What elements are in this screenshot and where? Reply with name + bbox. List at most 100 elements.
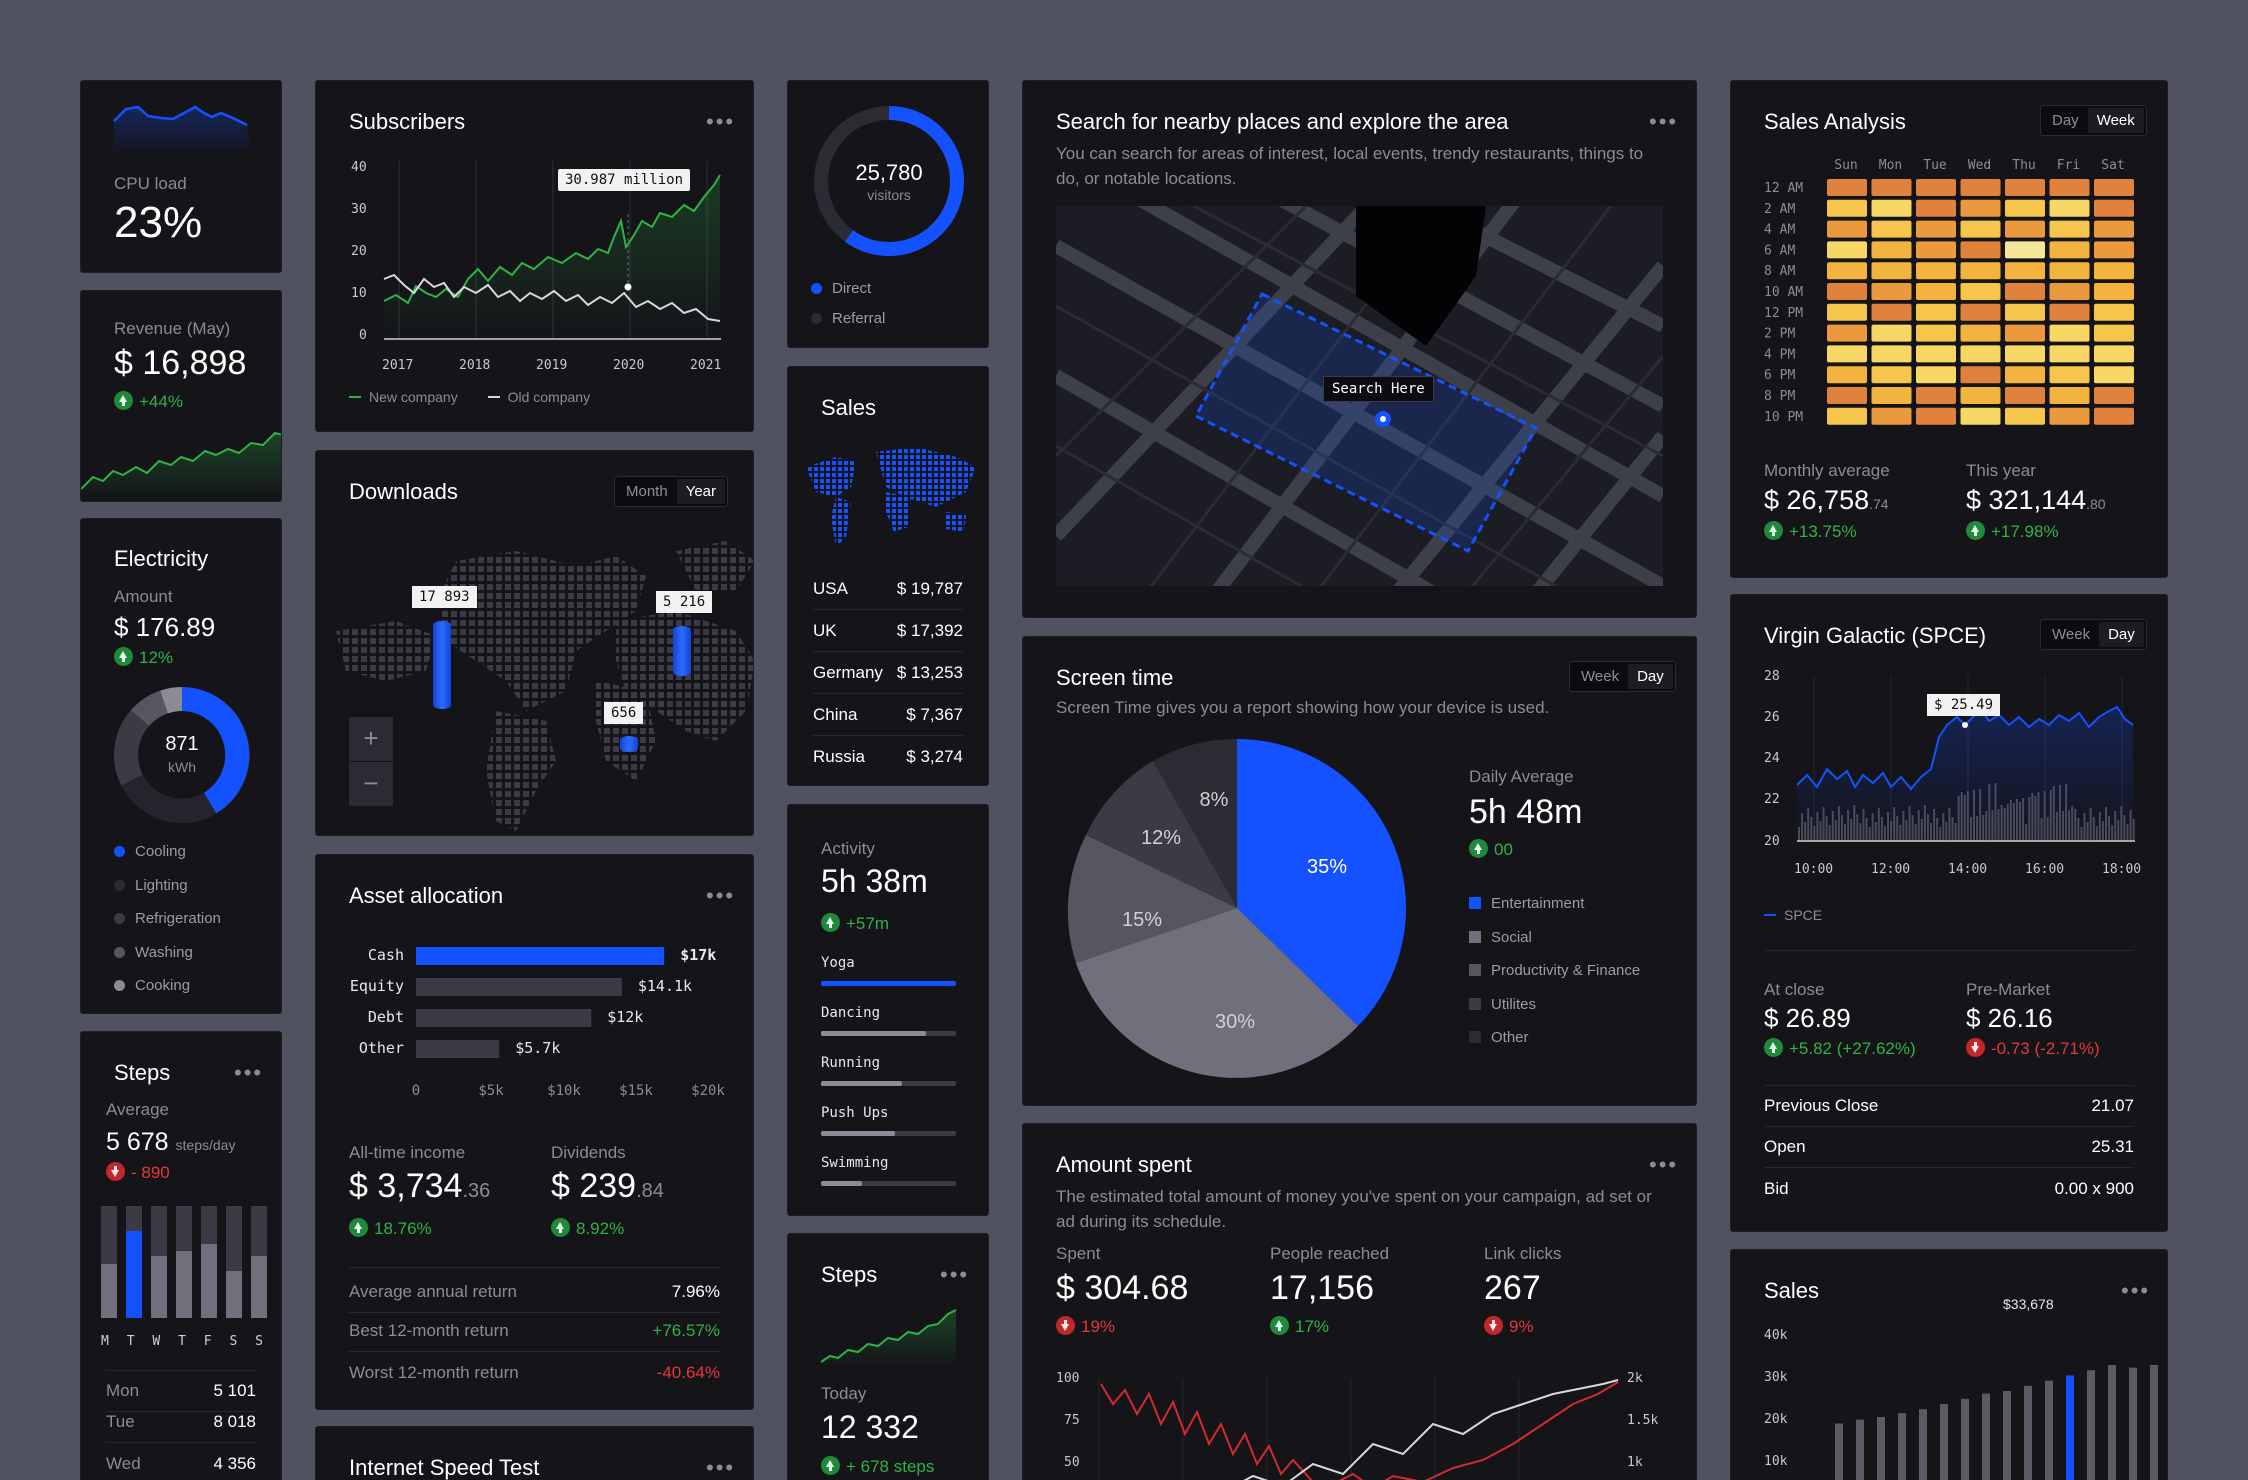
heatmap-hour-label: 2 PM [1764, 327, 1795, 342]
heatmap-cell [2094, 283, 2134, 300]
heatmap-cell [1827, 179, 1867, 196]
more-options-icon[interactable]: ••• [940, 1262, 970, 1287]
heatmap-cell [2094, 262, 2134, 280]
sales-analysis-toggle[interactable]: Day Week [2040, 105, 2147, 136]
daily-average-value: 5h 48m [1469, 793, 1583, 831]
toggle-week[interactable]: Week [2087, 108, 2144, 133]
asset-bar [416, 978, 622, 996]
y-tick: 26 [1764, 710, 1780, 725]
step-bar [251, 1206, 267, 1318]
legend-item: Referral [811, 304, 885, 334]
heatmap-cell [1827, 324, 1867, 342]
toggle-month[interactable]: Month [626, 483, 668, 500]
spce-card: Virgin Galactic (SPCE) Week Day 28 26 24 22 2… [1730, 594, 2168, 1232]
heatmap-cell [1916, 262, 1956, 280]
y-tick: 20 [1764, 834, 1780, 849]
dividends-label: Dividends [551, 1143, 626, 1162]
steps-title: Steps [114, 1060, 171, 1085]
subscribers-tooltip: 30.987 million [558, 169, 691, 191]
heatmap-day-label: Fri [2057, 158, 2080, 173]
heatmap-cell [1916, 241, 1956, 259]
up-arrow-icon [114, 391, 133, 410]
heatmap-cell [1960, 241, 2001, 259]
toggle-day[interactable]: Day [2099, 622, 2144, 647]
sales-country-card: Sales USA $ 19,787 UK $ 17,392 Germany $ 13… [787, 366, 989, 786]
asset-bar [416, 947, 665, 965]
more-options-icon[interactable]: ••• [1649, 109, 1679, 134]
subscribers-chart: 40 30 20 10 0 2017 2018 2019 2020 2021 [351, 160, 721, 373]
heatmap-day-label: Tue [1923, 158, 1947, 173]
bar-value: $5.7k [515, 1039, 560, 1057]
heatmap-cell [2049, 179, 2090, 196]
link-clicks-label: Link clicks [1484, 1244, 1562, 1263]
bar-label: Cash [368, 946, 404, 964]
activity-label: Activity [821, 839, 875, 858]
steps-sparkline [820, 1309, 957, 1368]
heatmap-cell [2005, 241, 2045, 259]
legend-item: Other [1469, 1021, 1640, 1055]
activity-change: +57m [821, 913, 889, 934]
heatmap-hour-label: 4 PM [1764, 347, 1795, 362]
amount-spent-chart: 100 75 50 2k 1.5k 1k [1056, 1371, 1658, 1480]
sales-bar [2024, 1385, 2032, 1480]
y-tick-right: 2k [1627, 1371, 1643, 1386]
heatmap-cell [2094, 407, 2134, 425]
zoom-in-button[interactable]: + [349, 717, 393, 761]
heatmap-cell [1916, 324, 1956, 342]
map-pin-label: 656 [604, 702, 644, 724]
svg-text:8%: 8% [1200, 789, 1229, 811]
toggle-week[interactable]: Week [2052, 626, 2091, 643]
daily-average-label: Daily Average [1469, 767, 1574, 786]
x-tick: 0 [412, 1083, 420, 1099]
revenue-sparkline [81, 431, 281, 501]
more-options-icon[interactable]: ••• [706, 109, 736, 134]
amount-spent-title: Amount spent [1056, 1152, 1192, 1177]
toggle-year[interactable]: Year [676, 479, 726, 504]
screen-time-toggle[interactable]: Week Day [1569, 661, 1676, 692]
activity-progress [821, 981, 956, 986]
x-tick: 18:00 [2102, 862, 2141, 875]
sales-bar [2150, 1365, 2158, 1480]
heatmap-cell [1916, 366, 1956, 384]
activity-progress [821, 1081, 956, 1086]
at-close-change: +5.82 (+27.62%) [1764, 1038, 1916, 1059]
y-tick-left: 100 [1056, 1371, 1079, 1386]
heatmap-cell [1916, 345, 1956, 363]
heatmap-cell [1871, 241, 1912, 259]
activity-item-label: Swimming [821, 1155, 889, 1171]
y-tick: 30 [351, 202, 367, 217]
toggle-day[interactable]: Day [1628, 664, 1673, 689]
heatmap-cell [2094, 179, 2134, 196]
y-tick: 22 [1764, 792, 1780, 807]
sales-analysis-title: Sales Analysis [1764, 109, 1906, 134]
up-arrow-icon [1764, 1038, 1783, 1057]
link-clicks-change: 9% [1484, 1316, 1534, 1337]
y-tick: 10 [351, 286, 367, 301]
toggle-day[interactable]: Day [2052, 112, 2079, 129]
cpu-value: 23% [114, 198, 203, 247]
more-options-icon[interactable]: ••• [234, 1060, 264, 1085]
daily-average-change: 00 [1469, 839, 1513, 860]
downloads-range-toggle[interactable]: Month Year [614, 476, 729, 507]
sales-bar [1961, 1398, 1969, 1480]
table-row: Mon 5 101 [106, 1370, 256, 1412]
more-options-icon[interactable]: ••• [706, 1455, 736, 1480]
more-options-icon[interactable]: ••• [2121, 1278, 2151, 1303]
svg-text:12%: 12% [1141, 827, 1181, 849]
toggle-week[interactable]: Week [1581, 668, 1620, 685]
legend-item: Old company [507, 389, 591, 405]
heatmap-day-label: Sun [1834, 158, 1857, 173]
heatmap-cell [1960, 366, 2001, 384]
spce-toggle[interactable]: Week Day [2040, 619, 2147, 650]
more-options-icon[interactable]: ••• [706, 883, 736, 908]
heatmap-cell [2005, 179, 2045, 196]
heatmap-cell [1916, 387, 1956, 404]
city-map[interactable] [1056, 206, 1663, 586]
spce-chart: 28 26 24 22 20 10:00 12:00 14:00 16:00 18:00 [1764, 669, 2141, 875]
heatmap-cell [1827, 407, 1867, 425]
zoom-out-button[interactable]: − [349, 762, 393, 806]
this-year-label: This year [1966, 461, 2036, 480]
more-options-icon[interactable]: ••• [1649, 1152, 1679, 1177]
heatmap-day-label: Wed [1968, 158, 1991, 173]
sales-dot-map [806, 447, 976, 547]
